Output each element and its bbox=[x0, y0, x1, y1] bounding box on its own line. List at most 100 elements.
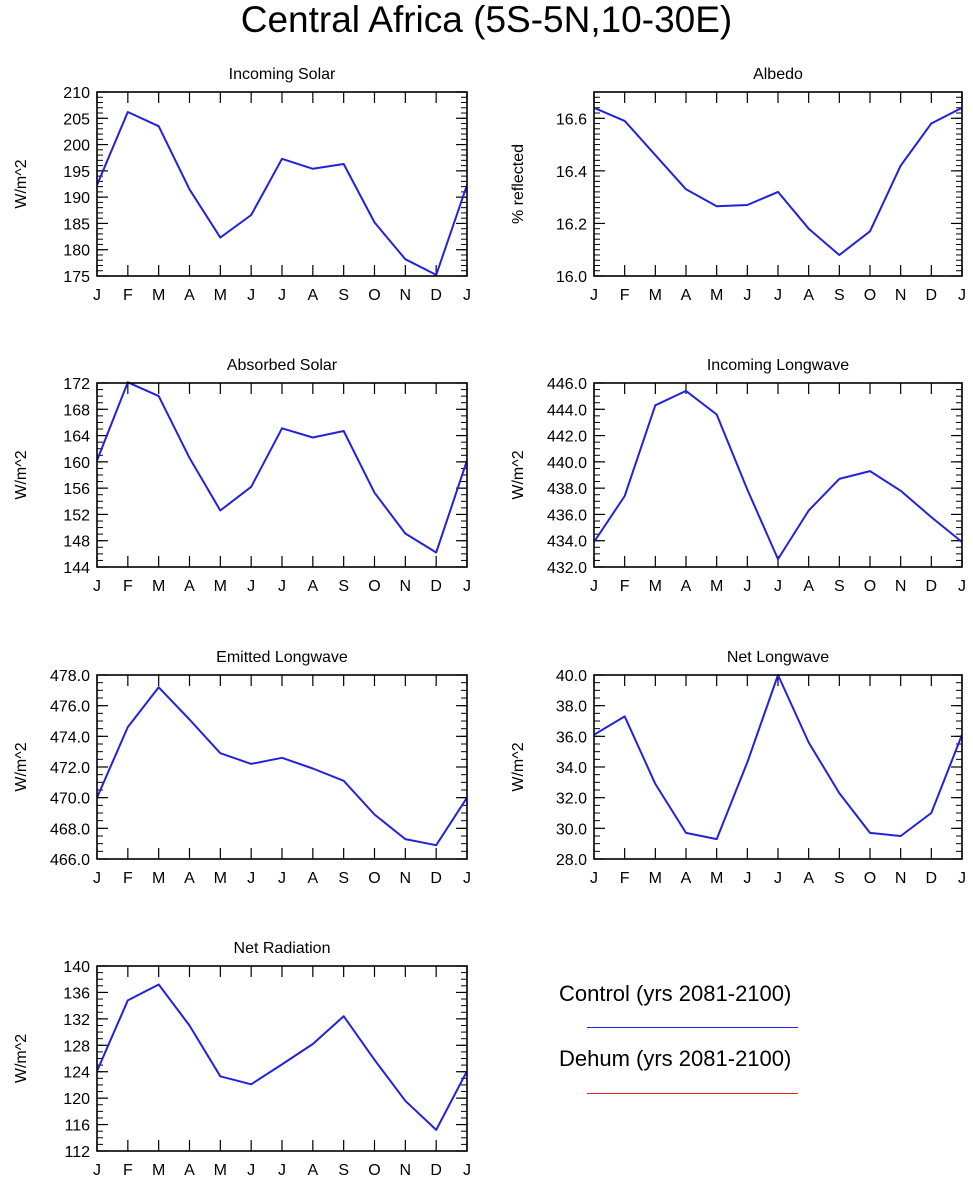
x-tick-label: S bbox=[338, 1162, 349, 1179]
x-tick-label: J bbox=[590, 578, 598, 595]
figure-title: Central Africa (5S-5N,10-30E) bbox=[240, 0, 733, 40]
x-tick-label: O bbox=[368, 870, 380, 887]
x-tick-label: M bbox=[214, 1162, 227, 1179]
y-tick-label: 474.0 bbox=[50, 729, 90, 746]
x-tick-label: O bbox=[864, 578, 876, 595]
x-tick-label: A bbox=[681, 870, 692, 887]
y-tick-label: 164 bbox=[63, 429, 90, 446]
x-tick-label: N bbox=[895, 578, 907, 595]
y-tick-label: 438.0 bbox=[547, 481, 587, 498]
x-tick-label: J bbox=[278, 578, 286, 595]
plot-frame bbox=[96, 674, 468, 860]
y-tick-label: 112 bbox=[64, 1144, 90, 1161]
y-tick-label: 468.0 bbox=[50, 821, 90, 838]
x-tick-label: M bbox=[710, 578, 723, 595]
x-tick-label: M bbox=[649, 287, 662, 304]
x-tick-label: M bbox=[710, 287, 723, 304]
y-tick-label: 470.0 bbox=[50, 791, 90, 808]
x-tick-label: M bbox=[214, 578, 227, 595]
plot-frame bbox=[96, 965, 468, 1152]
x-tick-label: J bbox=[958, 870, 966, 887]
y-tick-label: 116 bbox=[64, 1118, 90, 1135]
y-axis-label: W/m^2 bbox=[13, 1034, 30, 1083]
x-tick-label: F bbox=[123, 1162, 133, 1179]
y-tick-label: 190 bbox=[63, 190, 90, 207]
plot-frame bbox=[96, 382, 468, 568]
x-tick-label: A bbox=[307, 1162, 318, 1179]
x-tick-label: A bbox=[803, 578, 814, 595]
plot-frame bbox=[593, 674, 963, 860]
x-tick-label: N bbox=[400, 870, 412, 887]
series-line bbox=[97, 111, 467, 276]
x-tick-label: D bbox=[926, 578, 938, 595]
y-tick-label: 478.0 bbox=[50, 668, 90, 685]
series-line bbox=[97, 686, 467, 847]
y-tick-label: 120 bbox=[63, 1091, 90, 1108]
x-tick-label: S bbox=[338, 870, 349, 887]
y-tick-label: 16.6 bbox=[556, 111, 587, 128]
y-tick-label: 124 bbox=[63, 1065, 90, 1082]
chart-panel-4: Incoming Longwave W/m^2 432.0 434.0 436.0 438… bbox=[510, 357, 966, 595]
x-tick-label: S bbox=[338, 287, 349, 304]
chart-title: Emitted Longwave bbox=[216, 649, 348, 666]
x-tick-label: O bbox=[368, 578, 380, 595]
legend-control-label: Control (yrs 2081-2100) bbox=[559, 981, 792, 1006]
x-tick-label: J bbox=[463, 870, 471, 887]
x-tick-label: M bbox=[214, 870, 227, 887]
legend-dehum-label: Dehum (yrs 2081-2100) bbox=[559, 1046, 792, 1071]
x-tick-label: M bbox=[152, 578, 165, 595]
x-tick-label: J bbox=[590, 870, 598, 887]
y-axis-label: W/m^2 bbox=[510, 450, 527, 499]
x-tick-label: J bbox=[93, 578, 101, 595]
chart-title: Albedo bbox=[753, 66, 803, 83]
plot-frame bbox=[96, 91, 468, 277]
x-tick-label: S bbox=[834, 870, 845, 887]
y-tick-label: 156 bbox=[63, 481, 90, 498]
x-tick-label: J bbox=[93, 1162, 101, 1179]
x-tick-label: A bbox=[307, 870, 318, 887]
legend-control-line bbox=[587, 1027, 798, 1028]
y-tick-label: 200 bbox=[63, 138, 90, 155]
x-tick-label: N bbox=[895, 287, 907, 304]
y-tick-label: 442.0 bbox=[547, 429, 587, 446]
y-axis-label: % reflected bbox=[510, 144, 527, 224]
y-tick-label: 128 bbox=[63, 1038, 90, 1055]
x-tick-label: J bbox=[247, 1162, 255, 1179]
x-tick-label: J bbox=[463, 578, 471, 595]
chart-panel-3: Absorbed Solar W/m^2 144 148 152 156 160 164 168… bbox=[13, 357, 471, 595]
x-tick-label: O bbox=[864, 287, 876, 304]
y-axis-label: W/m^2 bbox=[13, 450, 30, 499]
y-tick-label: 16.2 bbox=[556, 216, 587, 233]
x-tick-label: J bbox=[278, 870, 286, 887]
x-tick-label: J bbox=[774, 578, 782, 595]
x-tick-label: F bbox=[123, 578, 133, 595]
chart-panel-5: Emitted Longwave W/m^2 466.0 468.0 470.0 472.… bbox=[13, 649, 471, 887]
y-tick-label: 140 bbox=[63, 959, 90, 976]
x-tick-label: D bbox=[926, 870, 938, 887]
y-tick-label: 160 bbox=[63, 455, 90, 472]
x-tick-label: N bbox=[400, 1162, 412, 1179]
x-tick-label: S bbox=[834, 287, 845, 304]
x-tick-label: A bbox=[681, 578, 692, 595]
y-tick-label: 172 bbox=[63, 376, 90, 393]
y-tick-label: 444.0 bbox=[547, 402, 587, 419]
x-tick-label: M bbox=[152, 870, 165, 887]
x-tick-label: J bbox=[743, 578, 751, 595]
chart-panel-1: Incoming Solar W/m^2 175 180 185 190 195 200 205… bbox=[13, 66, 471, 304]
x-tick-label: J bbox=[463, 287, 471, 304]
x-tick-label: M bbox=[152, 287, 165, 304]
x-tick-label: S bbox=[338, 578, 349, 595]
x-tick-label: A bbox=[184, 287, 195, 304]
y-tick-label: 205 bbox=[63, 111, 90, 128]
x-tick-label: F bbox=[123, 870, 133, 887]
y-tick-label: 30.0 bbox=[556, 821, 587, 838]
y-tick-label: 40.0 bbox=[556, 668, 587, 685]
x-tick-label: N bbox=[895, 870, 907, 887]
y-tick-label: 144 bbox=[63, 560, 90, 577]
x-tick-label: O bbox=[864, 870, 876, 887]
x-tick-label: J bbox=[774, 870, 782, 887]
x-tick-label: J bbox=[743, 287, 751, 304]
y-tick-label: 38.0 bbox=[556, 699, 587, 716]
series-line bbox=[594, 674, 962, 841]
